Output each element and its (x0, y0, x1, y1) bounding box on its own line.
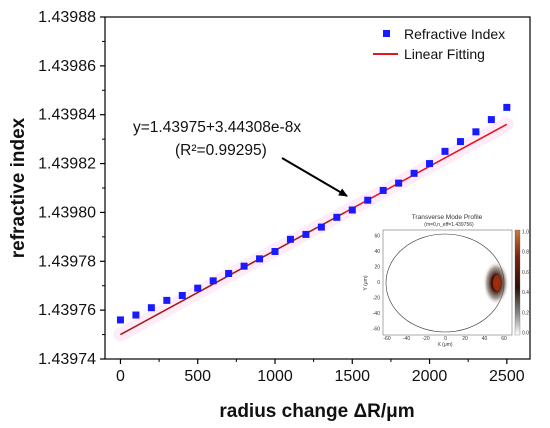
inset-x-label: X (μm) (437, 342, 452, 348)
x-axis-ticks: 0 500 1000 1500 2000 2500 (116, 359, 525, 385)
data-point (333, 213, 341, 221)
data-point (317, 223, 325, 231)
inset-colorbar-tick-label: 0.6 (522, 270, 529, 276)
inset-y-tick-label: 40 (374, 249, 380, 255)
inset-colorbar-tick-label: 1.0 (522, 230, 529, 236)
data-point (379, 186, 387, 194)
inset-y-label: Y (μm) (363, 275, 369, 290)
legend: Refractive Index Linear Fitting (373, 26, 505, 62)
data-point (472, 128, 480, 136)
y-tick-label: 1.43974 (38, 351, 96, 368)
y-tick-label: 1.43978 (38, 253, 96, 270)
inset-x-tick-label: 0 (444, 336, 447, 342)
data-point (456, 138, 464, 146)
legend-marker-points (383, 30, 390, 37)
data-point (410, 169, 418, 177)
x-axis-title: radius change ΔR/μm (219, 401, 414, 422)
inset-x-tick-label: -40 (403, 336, 410, 342)
inset-x-ticks: -60 -40 -20 0 20 40 60 (383, 336, 507, 342)
y-axis-ticks: 1.43974 1.43976 1.43978 1.43980 1.43982 1.439… (38, 9, 105, 368)
inset-title: Transverse Mode Profile (412, 214, 483, 221)
inset-mode-core (493, 275, 501, 291)
data-points (116, 103, 511, 324)
x-tick-label: 2500 (489, 368, 525, 385)
inset-colorbar-tick-label: 0.0 (522, 331, 529, 337)
inset-y-ticks: 60 40 20 0 -20 -40 -60 (373, 234, 380, 333)
r-squared-text: (R²=0.99295) (175, 142, 267, 159)
y-tick-label: 1.43982 (38, 156, 96, 173)
inset-y-tick-label: -20 (373, 296, 380, 302)
y-tick-label: 1.43988 (38, 9, 96, 26)
inset-mode-profile: Transverse Mode Profile (m=0,n_eff=1.439… (357, 212, 529, 348)
data-point (286, 235, 294, 243)
equation-text: y=1.43975+3.44308e-8x (133, 119, 301, 136)
inset-colorbar-tick-label: 0.8 (522, 250, 529, 256)
inset-x-tick-label: 60 (501, 336, 507, 342)
inset-y-tick-label: 20 (374, 265, 380, 271)
inset-colorbar-tick-label: 0.4 (522, 290, 529, 296)
inset-x-tick-label: 20 (462, 336, 468, 342)
data-point (163, 296, 171, 304)
data-point (256, 255, 264, 263)
data-point (348, 206, 356, 214)
data-point (147, 304, 155, 312)
inset-y-tick-label: -60 (373, 327, 380, 333)
data-point (178, 291, 186, 299)
inset-y-tick-label: -40 (373, 311, 380, 317)
x-tick-label: 2000 (412, 368, 448, 385)
x-tick-label: 500 (184, 368, 211, 385)
data-point (271, 248, 279, 256)
y-tick-label: 1.43976 (38, 302, 96, 319)
y-tick-label: 1.43984 (38, 107, 96, 124)
legend-label-fit: Linear Fitting (404, 46, 485, 62)
data-point (194, 284, 202, 292)
inset-colorbar-ticks: 1.0 0.8 0.6 0.4 0.2 0.0 (522, 230, 529, 337)
x-tick-label: 1500 (334, 368, 370, 385)
data-point (487, 116, 495, 124)
linear-fit-line-dark-overlay (120, 212, 345, 336)
y-tick-label: 1.43986 (38, 58, 96, 75)
data-point (302, 230, 310, 238)
inset-subtitle: (m=0,n_eff=1.439756) (424, 222, 474, 228)
x-tick-label: 0 (116, 368, 125, 385)
inset-colorbar-tick-label: 0.2 (522, 310, 529, 316)
data-point (225, 270, 233, 277)
inset-x-tick-label: 40 (482, 336, 488, 342)
annotation-arrow (281, 157, 348, 197)
data-point (132, 311, 140, 319)
data-point (116, 316, 124, 324)
inset-y-tick-label: 60 (374, 234, 380, 240)
y-axis-title: refractive index (8, 117, 29, 258)
x-tick-label: 1000 (257, 368, 293, 385)
data-point (395, 179, 403, 187)
legend-label-points: Refractive Index (404, 26, 505, 42)
inset-x-tick-label: -60 (383, 336, 390, 342)
inset-x-tick-label: -20 (422, 336, 429, 342)
y-tick-label: 1.43980 (38, 204, 96, 221)
data-point (503, 103, 511, 111)
data-point (364, 196, 372, 204)
data-point (441, 147, 449, 155)
inset-colorbar (514, 229, 521, 336)
data-point (240, 262, 248, 270)
inset-y-tick-label: 0 (377, 280, 380, 286)
data-point (426, 160, 434, 168)
data-point (209, 277, 217, 285)
